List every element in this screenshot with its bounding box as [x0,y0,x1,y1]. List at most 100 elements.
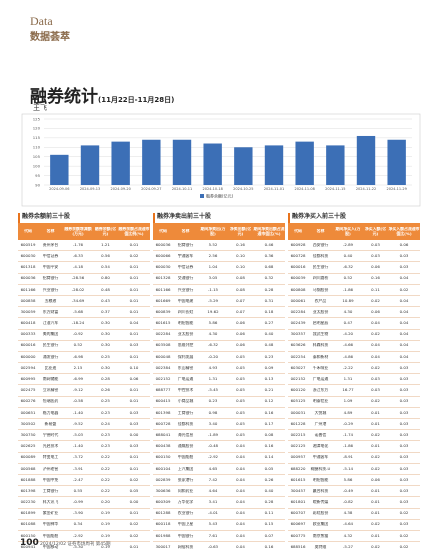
table-row: 002384 东山精密 4.93 0.05 0.09 [153,363,285,375]
cell: 0.22 [101,466,110,471]
cell: 0.05 [129,488,139,493]
header-cell: 期间净卖出(万股) [200,226,226,236]
cell: 0.54 [101,265,110,270]
table-row: 600415 小商品城 0.23 0.05 0.12 [153,397,285,408]
table-row: 600697 欧亚集团 -4.64 0.02 0.03 [288,520,420,531]
table-row: 601318 中国平安 -4.18 0.54 0.01 [18,262,150,274]
cell: 601988 [155,533,171,538]
cell: 0.00 [129,500,139,505]
cell: 佳都科技 [312,253,329,258]
cell: 万华化学 [177,500,194,505]
cell: -18.24 [71,321,85,326]
table-row: 002284 亚太股份 4.30 0.06 0.04 [288,307,420,319]
table-row: 603626 科森科技 -4.66 0.04 0.04 [288,341,420,352]
cell: 0.02 [371,466,380,471]
cell: 002594 [20,365,36,370]
cell: 民生银行 [42,343,59,348]
header-cell: 净卖出额(亿元) [229,226,252,236]
table-row: 600120 浙江东方 16.77 0.03 0.03 [288,385,420,397]
cell: -5.14 [342,466,354,471]
cell: 600150 [20,533,36,538]
cell: 0.01 [129,455,139,460]
cell: 601088 [20,522,36,527]
cell: -1.40 [72,444,84,449]
cell: 002625 [20,444,36,449]
table-row: 601899 紫金矿业 -3.90 0.19 0.01 [18,509,150,520]
cell: 600728 [155,421,171,426]
cell: 0.05 [236,388,245,393]
cell: 4.64 [208,488,218,493]
cell: 0.23 [101,432,110,437]
cell: 0.05 [236,365,245,370]
cell: 4.93 [208,365,218,370]
cell: 601318 [20,265,36,270]
cell: 0.04 [236,511,245,516]
cell: 0.22 [101,455,110,460]
cell: 科大讯飞 [42,500,59,505]
cell: 同和药业 [177,488,194,493]
table-row: 603027 千禾味业 -2.22 0.02 0.03 [288,363,420,375]
cell: -5.68 [72,309,84,314]
cell: 0.04 [399,276,409,281]
cell: -4.18 [72,265,84,270]
cell: 0.16 [264,544,274,549]
cell: 0.02 [371,298,380,303]
cell: 格力电器 [42,410,59,415]
cell: 0.02 [129,477,139,482]
cell: 广州港 [314,421,327,426]
cell: 0.03 [399,399,409,404]
cell: 0.09 [264,365,274,370]
cell: 0.47 [343,321,353,326]
cell: 思维列控 [177,343,194,348]
cell: 0.40 [264,332,274,337]
cell: 0.08 [236,287,245,292]
table-row: 600066 宇通客车 2.56 0.10 0.36 [153,251,285,263]
cell: -6.98 [72,354,84,359]
cell: 4.38 [343,511,353,516]
header-cell: 期间净卖出额占流通市值比(%) [253,226,285,236]
cell: 600276 [20,399,36,404]
header-cell: 名称 [46,229,55,234]
x-tick-label: 2024-09-13 [80,187,100,191]
cell: 300750 [20,432,36,437]
cell: 江淮汽车 [42,321,59,326]
cell: 000957 [290,455,306,460]
cell: 0.21 [264,388,274,393]
cell: 000858 [20,298,36,303]
cell: -1.15 [207,287,219,292]
table-row: 600104 上汽集团 4.65 0.04 0.05 [153,464,285,475]
cell: 0.01 [129,309,139,314]
table-row: 300357 我武生物 -4.20 0.02 0.04 [288,330,420,341]
cell: 600104 [155,466,171,471]
cell: 0.04 [371,321,380,326]
cell: 605125 [290,399,306,404]
table-row: 000333 美的集团 -0.92 0.30 0.01 [18,330,150,341]
cell: 0.06 [399,242,409,247]
date-range: (11月22日-11月28日) [98,96,175,104]
cell: 0.16 [371,276,380,281]
cell: 0.03 [129,444,139,449]
cell: 600941 [20,544,36,549]
cell: 四川路桥 [312,276,329,281]
cell: 300059 [20,309,36,314]
y-tick-label: 125 [33,116,41,121]
cell: 0.11 [371,287,380,292]
table-row: 600995 南网储能 -6.99 0.28 0.06 [18,374,150,386]
cell: 600808 [290,287,306,292]
cell: 603626 [290,343,306,348]
cell: 广电运通 [177,377,194,382]
cell: 0.04 [399,343,409,348]
cell: 0.04 [399,298,409,303]
header-row: 代码 名称 融券余额增减额(万元) 融券余额(亿元) 融券余额占流通市值比例(%) [18,223,150,240]
table: 融券净卖出前三十股 代码 名称 期间净卖出(万股) 净卖出额(亿元) 期间净卖出额占流通市… [153,213,285,552]
cell: 002839 [155,477,171,482]
table-row: 601398 工商银行 0.55 0.22 0.05 [18,486,150,498]
cell: 0.23 [208,399,218,404]
cell: 600995 [20,377,36,382]
cell: -3.72 [72,455,84,460]
cell: -1.89 [207,432,219,437]
title-block: 融券统计(11月22日-11月28日) [30,82,174,107]
table-row: 603508 思维列控 -6.32 0.06 0.48 [153,341,285,352]
cell: 0.04 [236,544,245,549]
cell: -5.29 [207,298,219,303]
